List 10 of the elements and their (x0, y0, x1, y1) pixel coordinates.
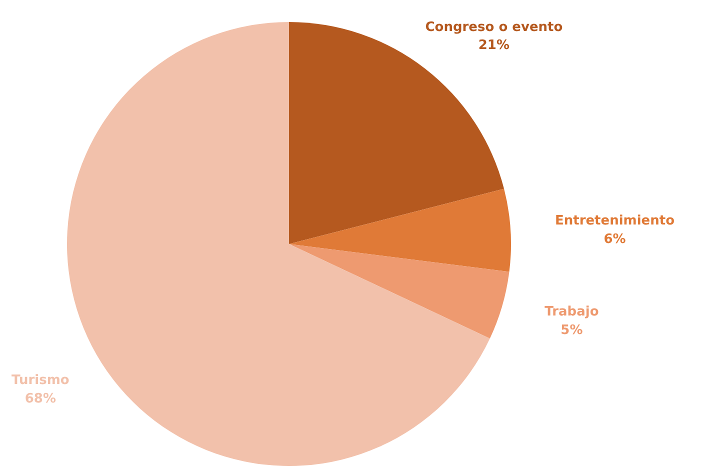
slice-label: Trabajo (544, 304, 599, 320)
data-label: 21% (478, 38, 510, 54)
data-label: 6% (604, 232, 626, 247)
slice-label: Turismo (12, 373, 70, 388)
slice-label: Entretenimiento (554, 214, 675, 229)
data-label: 68% (24, 391, 56, 406)
pie-slice (289, 244, 510, 339)
data-label: 5% (560, 322, 583, 338)
slice-label: Congreso o evento (425, 20, 563, 35)
pie-slice (289, 188, 511, 272)
